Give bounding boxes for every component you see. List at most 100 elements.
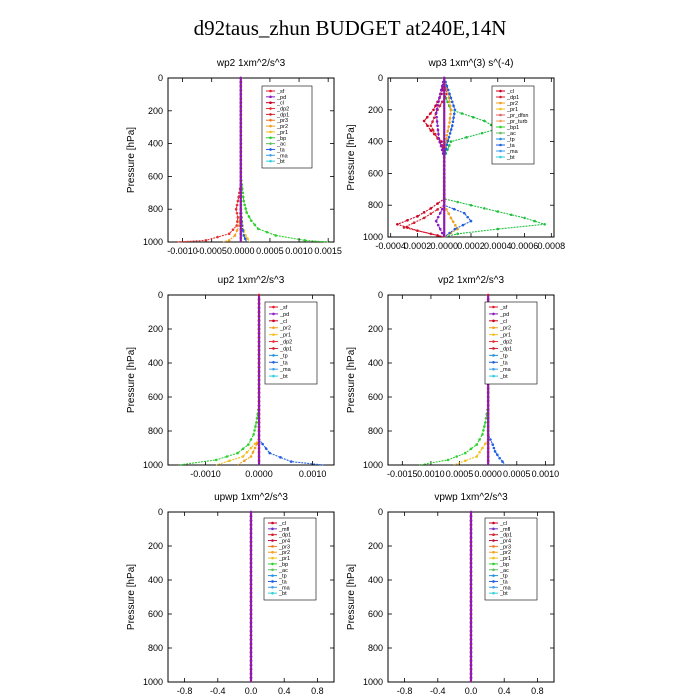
series-point-bp xyxy=(469,447,473,451)
series-point-ta xyxy=(501,460,504,463)
series-point-ta xyxy=(243,237,247,241)
series-point-ta xyxy=(449,96,453,100)
legend-marker-bp1 xyxy=(499,125,502,129)
legend-label-bp: _bp xyxy=(499,562,509,568)
series-point-ta xyxy=(496,453,499,457)
series-point-pd xyxy=(434,219,438,223)
legend-label-ma: _ma xyxy=(278,585,291,591)
legend-marker-ma xyxy=(272,367,275,371)
legend-marker-pr_dfsn xyxy=(499,113,502,117)
panel-title: upwp 1xm^2/s^3 xyxy=(214,492,288,503)
x-tick-label: 0.8 xyxy=(531,686,544,696)
series-point-pd xyxy=(438,211,442,215)
x-tick-label: -0.8 xyxy=(397,686,413,696)
series-point-dp2b xyxy=(449,140,453,143)
legend-label-dp1: _dp1 xyxy=(278,533,291,539)
series-point-bp xyxy=(481,433,484,436)
legend-marker-cl xyxy=(272,319,275,323)
series-point-bp xyxy=(256,227,260,231)
series-point-bp xyxy=(247,215,251,218)
legend-marker-ma xyxy=(269,154,272,157)
series-point-dp1 xyxy=(422,216,426,220)
series-point-pr2 xyxy=(447,125,450,129)
series-point-pr2 xyxy=(233,234,237,237)
series-line-pr2 xyxy=(237,295,260,466)
series-point-dp2b xyxy=(496,210,500,213)
legend: _cl_dp1_pr2_pr1_pr_dfsn_pr_turb_bp1_ac_t… xyxy=(491,85,535,165)
series-point-dp1 xyxy=(436,208,439,211)
legend-label-pr3: _pr3 xyxy=(499,544,511,550)
legend-marker-cl xyxy=(269,101,272,104)
y-tick-label: 600 xyxy=(368,392,383,402)
legend-label-sf: _sf xyxy=(499,305,508,311)
legend-label-pd: _pd xyxy=(279,312,289,318)
series-point-pd xyxy=(440,207,444,211)
plot-frame xyxy=(387,294,555,466)
legend-marker-dp1 xyxy=(492,533,495,536)
x-tick-label: 0.0010 xyxy=(532,469,560,479)
series-point-pd xyxy=(435,120,439,123)
legend-label-bt: _bt xyxy=(278,591,287,597)
x-tick-label: 0.0000 xyxy=(474,469,502,479)
legend: _sf_pd_cl_pr2_pr1_dp2_dp1_tp_ta_ma_bt xyxy=(484,301,538,385)
series-point-dp1 xyxy=(416,229,419,232)
y-tick-label: 600 xyxy=(368,168,383,178)
legend-marker-pr1 xyxy=(269,130,272,134)
y-tick-label: 1000 xyxy=(143,677,163,687)
series-point-dp1 xyxy=(440,100,444,104)
series-point-bp xyxy=(245,211,248,214)
x-tick-label: -0.0004 xyxy=(375,241,406,251)
x-tick-label: -0.0010 xyxy=(167,246,198,256)
series-point-ta xyxy=(466,215,469,219)
series-point-pd xyxy=(435,115,438,119)
series-point-pr2 xyxy=(448,104,452,108)
series-point-dp2b xyxy=(533,219,536,223)
y-tick-label: 800 xyxy=(368,643,383,653)
series-point-bp xyxy=(243,203,246,207)
chart-panel-3: up2 1xm^2/s^3 Pressure [hPa] 0 200 400 600 800… xyxy=(126,275,335,479)
x-tick-label: 0.0000 xyxy=(430,241,458,251)
series-point-dp1 xyxy=(434,132,437,136)
legend-label-tp: _tp xyxy=(506,137,515,143)
series-point-pr2 xyxy=(251,450,255,454)
legend-marker-ta xyxy=(271,580,274,583)
y-tick-label: 200 xyxy=(148,541,163,551)
series-point-pr2 xyxy=(243,459,246,463)
y-tick-label: 1000 xyxy=(363,460,383,470)
series-point-pr2 xyxy=(454,224,457,227)
series-point-bp xyxy=(265,230,269,234)
legend-marker-dp1 xyxy=(272,347,275,350)
y-tick-label: 1000 xyxy=(143,237,163,247)
legend-marker-cl xyxy=(492,521,495,525)
y-tick-label: 200 xyxy=(148,106,163,116)
legend-label-ta: _ta xyxy=(499,579,509,585)
x-tick-label: 0.4 xyxy=(278,686,291,696)
series-point-bp xyxy=(463,451,467,455)
series-point-ta xyxy=(452,112,456,116)
x-tick-label: 0.8 xyxy=(311,686,324,696)
legend-marker-tp xyxy=(272,354,275,357)
series-point-bp xyxy=(241,447,245,451)
y-tick-label: 400 xyxy=(368,575,383,585)
legend-label-dp1: _dp1 xyxy=(499,533,512,539)
series-point-pr2 xyxy=(451,220,455,223)
series-point-dp1 xyxy=(429,124,433,127)
legend-marker-dp2 xyxy=(492,340,495,343)
legend-marker-pr4 xyxy=(271,539,274,542)
series-point-ta xyxy=(279,456,282,459)
x-tick-label: 0.0005 xyxy=(446,469,474,479)
series-point-pr2 xyxy=(447,212,450,215)
series-point-pd xyxy=(435,107,439,111)
plot-frame xyxy=(167,77,335,243)
legend-label-pr3: _pr3 xyxy=(276,118,288,124)
y-axis-label: Pressure [hPa] xyxy=(346,347,357,413)
series-point-bp xyxy=(455,455,458,458)
legend-marker-pr3 xyxy=(492,545,495,548)
series-point-ta xyxy=(449,128,453,131)
y-tick-label: 1000 xyxy=(143,460,163,470)
legend-label-cl: _cl xyxy=(276,101,284,107)
legend: _cl_mfl_dp1_pr4_pr3_pr2_pr1_bp_ac_tp_ta_… xyxy=(484,517,538,601)
series-point-pr1 xyxy=(478,450,481,454)
chart-panel-1: wp2 1xm^2/s^3 Pressure [hPa] 0 200 400 600 800… xyxy=(126,58,342,256)
legend-marker-bt xyxy=(492,591,495,595)
